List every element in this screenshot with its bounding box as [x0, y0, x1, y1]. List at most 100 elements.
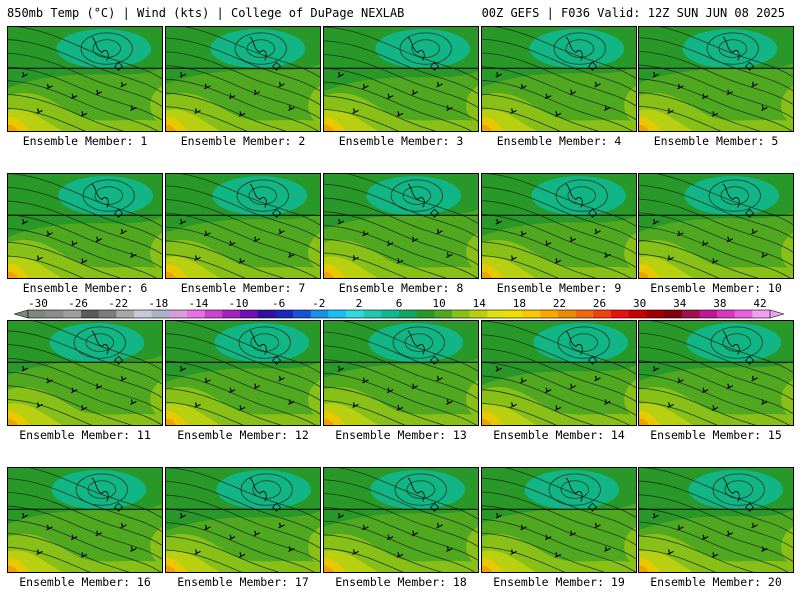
map-title: 850mb Temp (°C) | Wind (kts) | College o…	[7, 6, 405, 20]
temperature-map	[482, 468, 636, 572]
ensemble-map-panel	[323, 173, 479, 279]
temperature-map	[8, 321, 162, 425]
colorbar-tick-label: 38	[713, 297, 726, 310]
ensemble-map-panel	[165, 173, 321, 279]
colorbar-segment	[275, 310, 294, 318]
colorbar-tick-label: 6	[396, 297, 403, 310]
colorbar-segment	[134, 310, 152, 318]
colorbar-segment	[611, 310, 629, 318]
colorbar-segment	[63, 310, 82, 318]
colorbar-segment	[169, 310, 188, 318]
colorbar-tick-label: 10	[432, 297, 445, 310]
ensemble-map-panel	[323, 467, 479, 573]
colorbar-segment	[116, 310, 135, 318]
colorbar-tick-label: -22	[108, 297, 128, 310]
ensemble-member-label: Ensemble Member: 15	[650, 428, 782, 442]
colorbar-tick-label: 2	[356, 297, 363, 310]
ensemble-member-label: Ensemble Member: 3	[338, 134, 464, 148]
colorbar-tick-label: -30	[28, 297, 48, 310]
ensemble-map-panel	[638, 320, 794, 426]
temperature-map	[166, 27, 320, 131]
colorbar-segment	[293, 310, 311, 318]
colorbar-segment	[222, 310, 241, 318]
colorbar-segment	[752, 310, 771, 318]
ensemble-member-label: Ensemble Member: 14	[493, 428, 625, 442]
colorbar-segment	[452, 310, 470, 318]
ensemble-member-label: Ensemble Member: 1	[22, 134, 148, 148]
ensemble-member-label: Ensemble Member: 5	[653, 134, 779, 148]
colorbar-segment	[646, 310, 665, 318]
ensemble-map-panel	[165, 467, 321, 573]
ensemble-map-panel	[7, 26, 163, 132]
colorbar-segment	[81, 310, 99, 318]
ensemble-map-panel	[323, 26, 479, 132]
colorbar-segment	[381, 310, 400, 318]
colorbar-tick-label: 22	[553, 297, 566, 310]
temperature-map	[482, 174, 636, 278]
ensemble-map-panel	[7, 467, 163, 573]
temperature-colorbar: -30 -26 -22 -18 -14 -10 -6 -2 2 6 10 14 18 22 26 30 34 38…	[14, 297, 784, 319]
colorbar-segment	[187, 310, 205, 318]
colorbar-segment	[664, 310, 682, 318]
colorbar-segment	[45, 310, 64, 318]
colorbar-tick-label: -26	[68, 297, 88, 310]
colorbar-segment	[416, 310, 435, 318]
colorbar-segment	[328, 310, 347, 318]
ensemble-map-panel	[481, 467, 637, 573]
colorbar-segment	[28, 310, 46, 318]
temperature-map	[639, 27, 793, 131]
colorbar-segment	[363, 310, 382, 318]
colorbar-segment	[346, 310, 364, 318]
colorbar-segment	[699, 310, 718, 318]
ensemble-member-label: Ensemble Member: 2	[180, 134, 306, 148]
ensemble-map-panel	[481, 26, 637, 132]
colorbar-segment	[540, 310, 559, 318]
ensemble-map-panel	[481, 173, 637, 279]
colorbar-tick-label: 34	[673, 297, 687, 310]
ensemble-map-panel	[638, 467, 794, 573]
colorbar-segment	[505, 310, 523, 318]
colorbar-segment	[98, 310, 117, 318]
temperature-map	[8, 174, 162, 278]
colorbar-tick-label: -10	[229, 297, 249, 310]
ensemble-member-label: Ensemble Member: 20	[650, 575, 782, 589]
colorbar-segment	[469, 310, 488, 318]
colorbar-segment	[204, 310, 223, 318]
ensemble-map-panel	[481, 320, 637, 426]
colorbar-segment	[310, 310, 329, 318]
temperature-map	[8, 468, 162, 572]
colorbar-segment	[734, 310, 753, 318]
valid-time-label: 00Z GEFS | F036 Valid: 12Z SUN JUN 08 20…	[481, 6, 785, 20]
ensemble-member-label: Ensemble Member: 7	[180, 281, 306, 295]
colorbar-tick-label: 30	[633, 297, 646, 310]
colorbar-tick-label: 42	[753, 297, 766, 310]
colorbar-segment	[558, 310, 576, 318]
ensemble-map-panel	[7, 173, 163, 279]
colorbar-tick-label: -2	[312, 297, 325, 310]
colorbar-tick-label: -6	[272, 297, 285, 310]
colorbar-segment	[151, 310, 170, 318]
temperature-map	[166, 321, 320, 425]
colorbar-segment	[434, 310, 453, 318]
temperature-map	[639, 174, 793, 278]
colorbar-segment	[257, 310, 276, 318]
ensemble-member-label: Ensemble Member: 8	[338, 281, 464, 295]
colorbar-segment	[487, 310, 506, 318]
colorbar-tick-label: -18	[148, 297, 168, 310]
ensemble-member-label: Ensemble Member: 18	[335, 575, 467, 589]
temperature-map	[482, 321, 636, 425]
ensemble-map-panel	[165, 26, 321, 132]
colorbar-segment	[593, 310, 612, 318]
temperature-map	[324, 174, 478, 278]
temperature-map	[324, 468, 478, 572]
ensemble-member-label: Ensemble Member: 11	[19, 428, 151, 442]
ensemble-map-panel	[7, 320, 163, 426]
temperature-map	[482, 27, 636, 131]
colorbar-segment	[575, 310, 594, 318]
temperature-map	[8, 27, 162, 131]
temperature-map	[166, 468, 320, 572]
colorbar-tick-label: 14	[473, 297, 487, 310]
ensemble-map-panel	[638, 173, 794, 279]
ensemble-member-label: Ensemble Member: 6	[22, 281, 148, 295]
colorbar-segment	[681, 310, 700, 318]
